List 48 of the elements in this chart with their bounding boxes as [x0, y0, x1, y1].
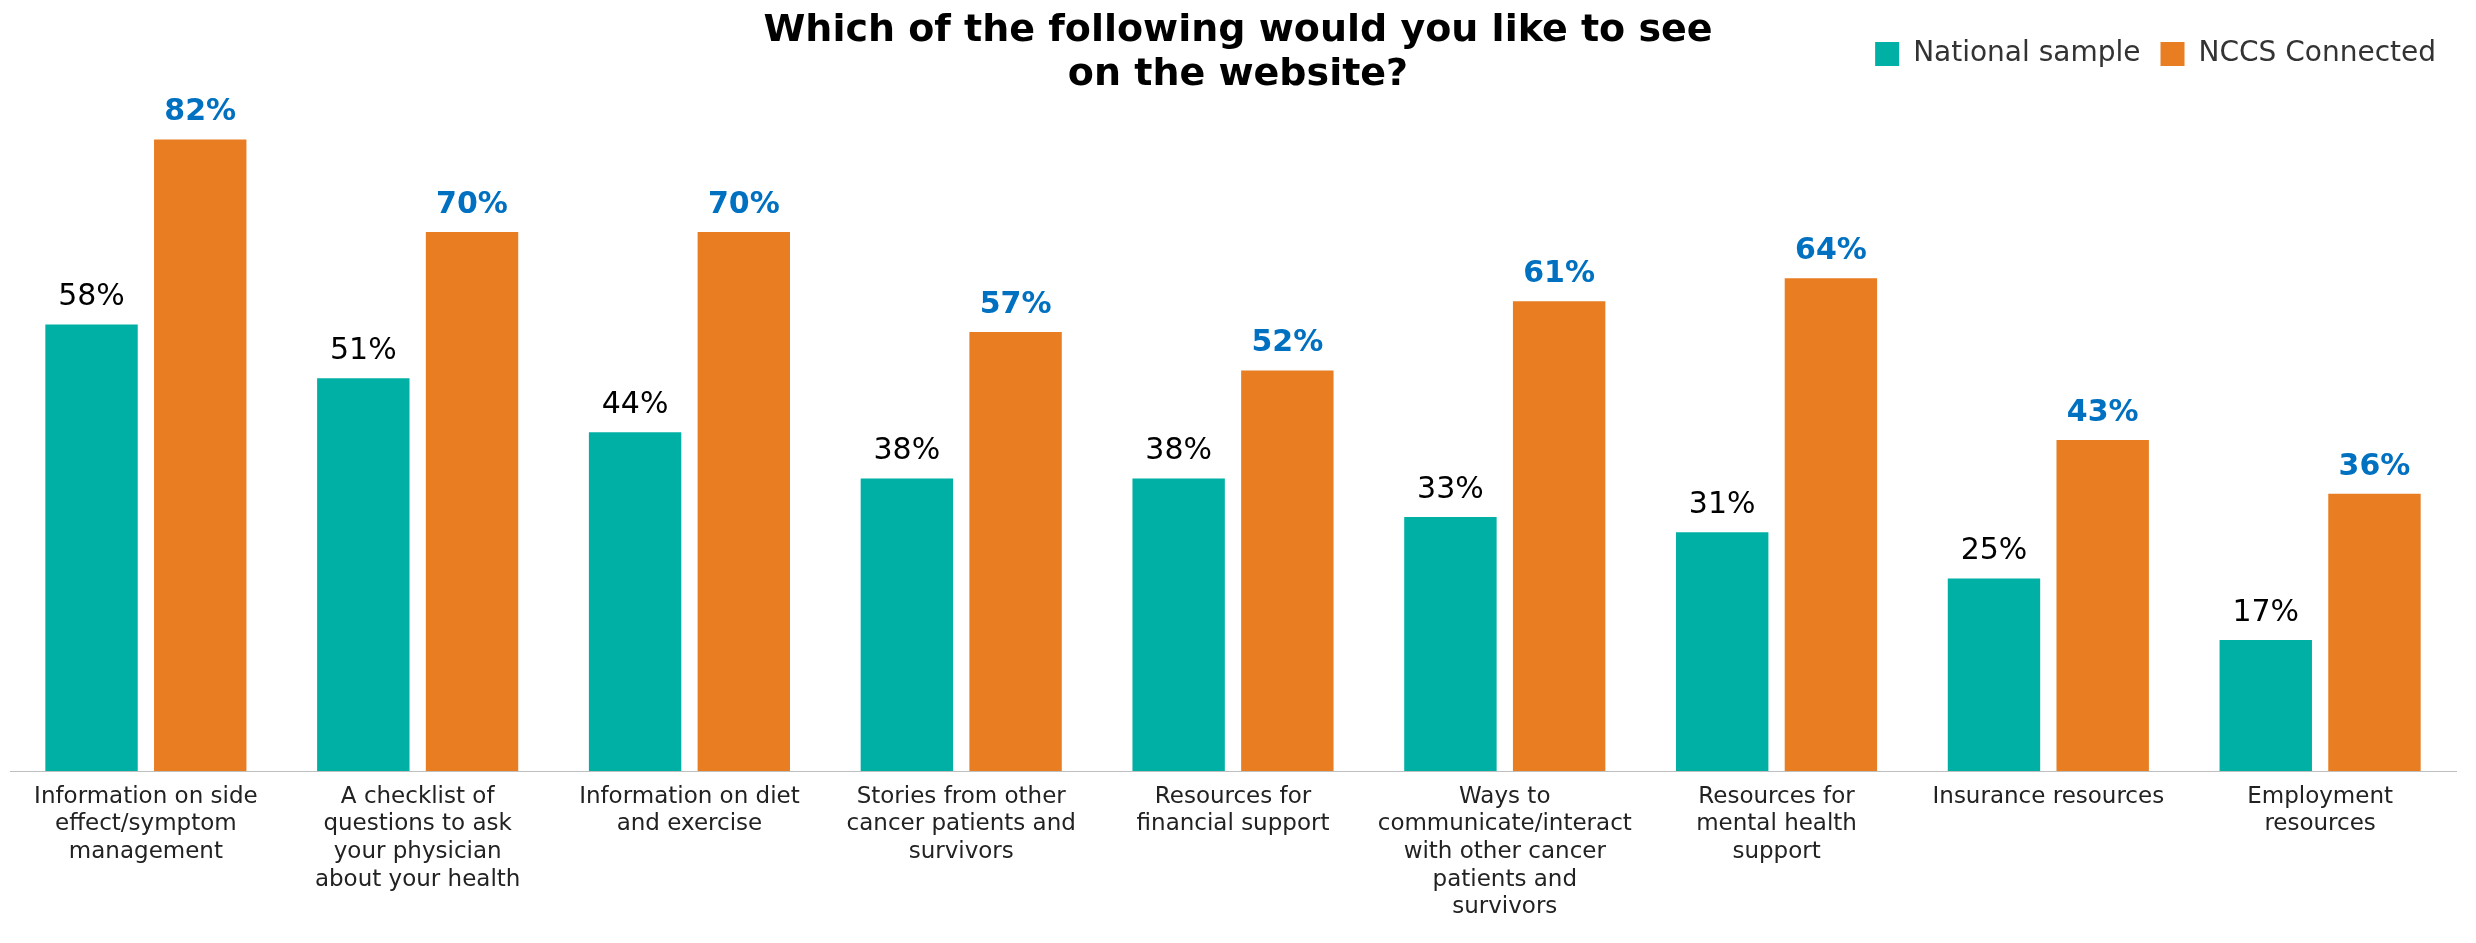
data-label: 58%: [58, 277, 125, 313]
data-label: 82%: [164, 92, 237, 128]
x-tick-label: Resources for financial support: [1136, 781, 1330, 836]
bar: [317, 378, 410, 771]
data-label: 44%: [601, 385, 669, 420]
legend-label: National sample: [1913, 35, 2141, 69]
bar: [697, 232, 790, 771]
data-label: 33%: [1417, 469, 1484, 505]
data-label: 70%: [707, 184, 780, 220]
data-label: 70%: [436, 184, 508, 220]
chart-title: Which of the following would you like to see on the website?: [762, 6, 1714, 94]
data-label: 61%: [1523, 254, 1596, 290]
data-label: 17%: [2232, 592, 2300, 628]
bar: [45, 324, 138, 771]
bar: [588, 432, 682, 771]
bar: [425, 232, 519, 771]
data-label: 51%: [329, 331, 397, 367]
bar: [2056, 439, 2149, 771]
bar: [2219, 640, 2312, 771]
x-tick-label: Employment resources: [2247, 781, 2393, 836]
data-label: 31%: [1688, 485, 1756, 521]
data-label: 25%: [1960, 531, 2028, 567]
bar: [1947, 578, 2041, 771]
x-tick-label: Resources for mental health support: [1696, 781, 1857, 863]
bar: [860, 478, 954, 771]
data-label: 52%: [1251, 323, 1324, 359]
bar: [1132, 478, 1225, 771]
bar: [1676, 532, 1769, 771]
x-tick-label: Insurance resources: [1932, 781, 2165, 808]
x-tick-label: Information on diet and exercise: [579, 781, 800, 836]
data-label: 43%: [2066, 392, 2139, 428]
bar: [1784, 278, 1878, 771]
bar: [2328, 493, 2421, 771]
data-label: 36%: [2338, 446, 2411, 482]
data-label: 38%: [1145, 431, 1212, 467]
bar: [1512, 301, 1606, 771]
x-tick-label: Stories from other cancer patients and survivors: [846, 781, 1076, 863]
x-tick-label: Information on side effect/symptom management: [34, 781, 258, 863]
data-label: 38%: [873, 431, 941, 467]
x-tick-label: Ways to communicate/interact with other cancer patients and survivors: [1377, 781, 1632, 919]
bar: [1404, 516, 1497, 771]
bar: [1241, 370, 1334, 771]
x-tick-label: A checklist of questions to ask your physician about your health: [314, 781, 521, 891]
legend-label: NCCS Connected: [2198, 35, 2437, 69]
bar: [154, 139, 247, 771]
bar: [969, 332, 1062, 771]
data-label: 57%: [979, 284, 1052, 320]
data-label: 64%: [1795, 231, 1867, 266]
